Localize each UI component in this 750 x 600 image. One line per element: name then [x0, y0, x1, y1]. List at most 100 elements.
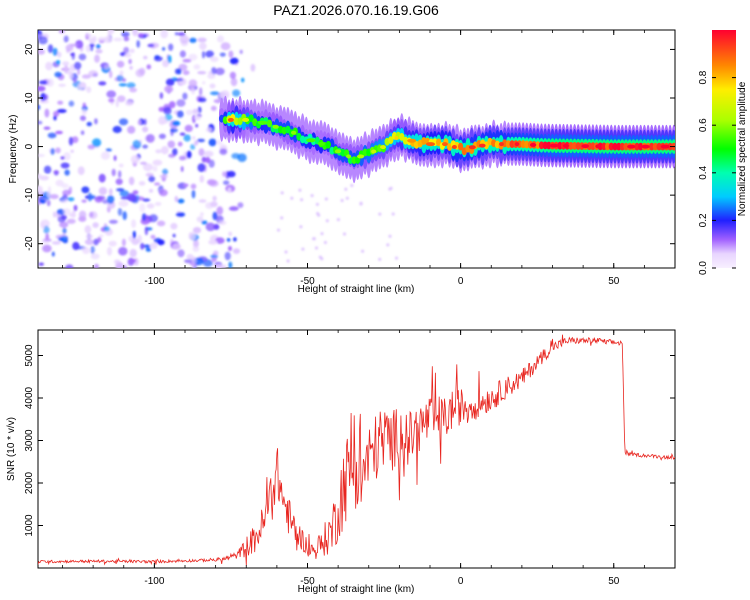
noise-blob	[343, 232, 346, 236]
x-tick-label: 0	[458, 276, 464, 287]
noise-blob	[219, 52, 226, 57]
ridge-peak	[468, 145, 476, 150]
noise-blob	[210, 56, 219, 63]
noise-blob	[59, 199, 68, 204]
noise-blob	[65, 44, 73, 51]
noise-blob	[118, 200, 129, 207]
noise-blob	[227, 187, 232, 193]
noise-blob	[70, 149, 74, 153]
y-tick-label: 3000	[24, 429, 35, 452]
noise-blob	[106, 90, 117, 98]
noise-blob	[63, 152, 71, 161]
x-tick-label: -50	[300, 276, 315, 287]
noise-blob	[210, 91, 220, 96]
noise-blob	[228, 246, 232, 251]
noise-blob	[47, 132, 57, 139]
x-tick-label: -100	[144, 576, 164, 587]
ridge-peak	[346, 154, 352, 159]
noise-blob	[388, 234, 392, 238]
noise-blob	[192, 108, 199, 115]
noise-blob	[195, 123, 199, 128]
y-tick-label: -10	[24, 187, 35, 202]
noise-blob	[172, 243, 181, 250]
noise-blob	[109, 70, 113, 79]
noise-blob	[138, 181, 146, 186]
noise-blob	[107, 30, 115, 35]
ridge-cell	[590, 142, 596, 151]
noise-blob	[62, 61, 70, 66]
noise-blob	[69, 212, 76, 218]
colorbar-tick-label: 0.0	[698, 261, 709, 275]
noise-blob	[157, 239, 165, 246]
noise-blob	[51, 241, 61, 245]
y-tick-label: 1000	[24, 514, 35, 537]
noise-blob	[129, 48, 135, 54]
noise-blob	[94, 54, 100, 63]
noise-blob	[162, 59, 170, 68]
noise-blob	[116, 188, 125, 192]
noise-blob	[193, 239, 199, 248]
noise-blob	[58, 237, 64, 242]
noise-blob	[88, 70, 99, 77]
noise-blob	[215, 67, 225, 76]
noise-blob	[222, 171, 227, 177]
noise-blob	[128, 58, 132, 65]
ridge-peak	[242, 117, 250, 122]
noise-blob	[95, 49, 103, 54]
ridge-cell	[325, 140, 331, 149]
noise-blob	[112, 125, 122, 134]
noise-blob	[320, 232, 324, 236]
noise-blob	[131, 238, 140, 245]
noise-blob	[198, 199, 207, 203]
noise-blob	[174, 32, 179, 36]
noise-blob	[184, 124, 193, 132]
noise-blob	[359, 201, 363, 205]
noise-blob	[179, 132, 186, 136]
x-tick-label: 50	[608, 276, 620, 287]
noise-blob	[142, 163, 153, 172]
noise-blob	[164, 85, 174, 93]
noise-blob	[280, 216, 284, 220]
noise-blob	[88, 211, 98, 220]
ridge-peak	[499, 142, 504, 147]
noise-blob	[160, 30, 168, 39]
ridge-peak	[371, 149, 377, 154]
noise-blob	[159, 92, 164, 99]
noise-blob	[298, 188, 302, 192]
noise-blob	[138, 67, 146, 76]
noise-blob	[164, 114, 173, 121]
noise-blob	[207, 179, 215, 186]
noise-blob	[98, 81, 107, 86]
noise-blob	[38, 80, 48, 85]
noise-blob	[128, 176, 135, 186]
ridge-cell	[266, 119, 273, 128]
ridge-peak	[426, 142, 435, 147]
noise-blob	[152, 159, 163, 166]
noise-blob	[96, 195, 106, 200]
noise-blob	[233, 237, 237, 242]
noise-blob	[47, 186, 52, 194]
noise-blob	[350, 184, 354, 187]
noise-blob	[191, 189, 196, 199]
noise-blob	[92, 222, 99, 229]
ridge-cell	[557, 141, 563, 150]
ridge-cell	[233, 117, 240, 126]
noise-blob	[194, 115, 201, 121]
noise-blob	[201, 156, 207, 163]
colorbar-tick-label: 0.8	[698, 70, 709, 84]
noise-blob	[201, 50, 206, 59]
noise-blob	[231, 153, 241, 159]
noise-blob	[131, 219, 137, 229]
ridge-peak	[479, 143, 486, 148]
ridge-cell	[608, 142, 614, 151]
noise-blob	[75, 40, 84, 49]
ridge-peak	[562, 143, 570, 148]
noise-blob	[129, 248, 137, 258]
noise-blob	[301, 247, 305, 251]
noise-blob	[212, 195, 217, 202]
ridge-peak	[627, 144, 636, 149]
noise-blob	[388, 187, 392, 191]
ridge-peak	[334, 149, 342, 154]
noise-blob	[188, 79, 198, 87]
noise-blob	[113, 155, 117, 162]
